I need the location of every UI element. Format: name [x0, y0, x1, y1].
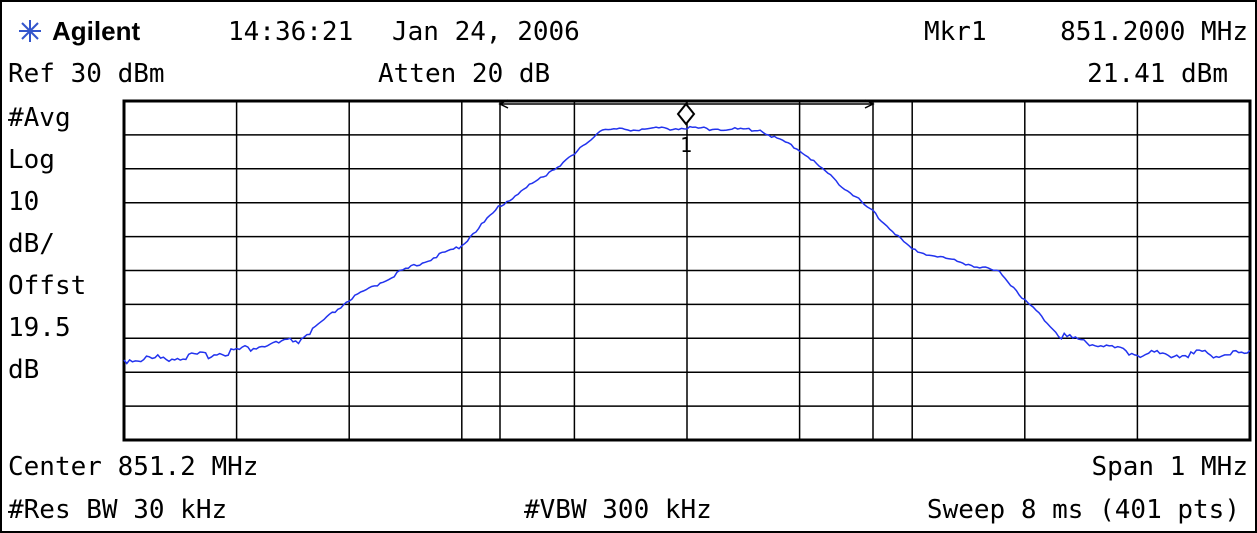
- marker-label: 1: [680, 133, 692, 157]
- brand: Agilent: [52, 16, 140, 46]
- res-bw: #Res BW 30 kHz: [8, 495, 227, 525]
- scale-label: #Avg: [8, 103, 71, 133]
- scale-label: Offst: [8, 271, 86, 301]
- scale-label: 10: [8, 187, 39, 217]
- scale-label: dB/: [8, 229, 55, 259]
- scale-label: dB: [8, 355, 39, 385]
- marker-diamond: [676, 102, 696, 126]
- attenuation: Atten 20 dB: [378, 59, 550, 89]
- graticule-frame: [122, 99, 1252, 442]
- date: Jan 24, 2006: [392, 17, 580, 47]
- marker-freq: 851.2000 MHz: [1060, 17, 1248, 47]
- span: Span 1 MHz: [1091, 452, 1248, 482]
- video-bw: #VBW 300 kHz: [524, 495, 712, 525]
- graticule: [124, 101, 1250, 440]
- ref-level: Ref 30 dBm: [8, 59, 165, 89]
- marker-level: 21.41 dBm: [1087, 59, 1228, 89]
- time: 14:36:21: [228, 17, 353, 47]
- scale-info: #Avg Log 10 dB/Offst 19.5 dB: [8, 103, 86, 385]
- agilent-logo: [19, 20, 41, 42]
- trace: [123, 125, 1251, 365]
- marker-name: Mkr1: [924, 17, 987, 47]
- center-freq: Center 851.2 MHz: [8, 452, 258, 482]
- sweep: Sweep 8 ms (401 pts): [927, 495, 1240, 525]
- scale-label: 19.5: [8, 313, 71, 343]
- scale-label: Log: [8, 145, 55, 175]
